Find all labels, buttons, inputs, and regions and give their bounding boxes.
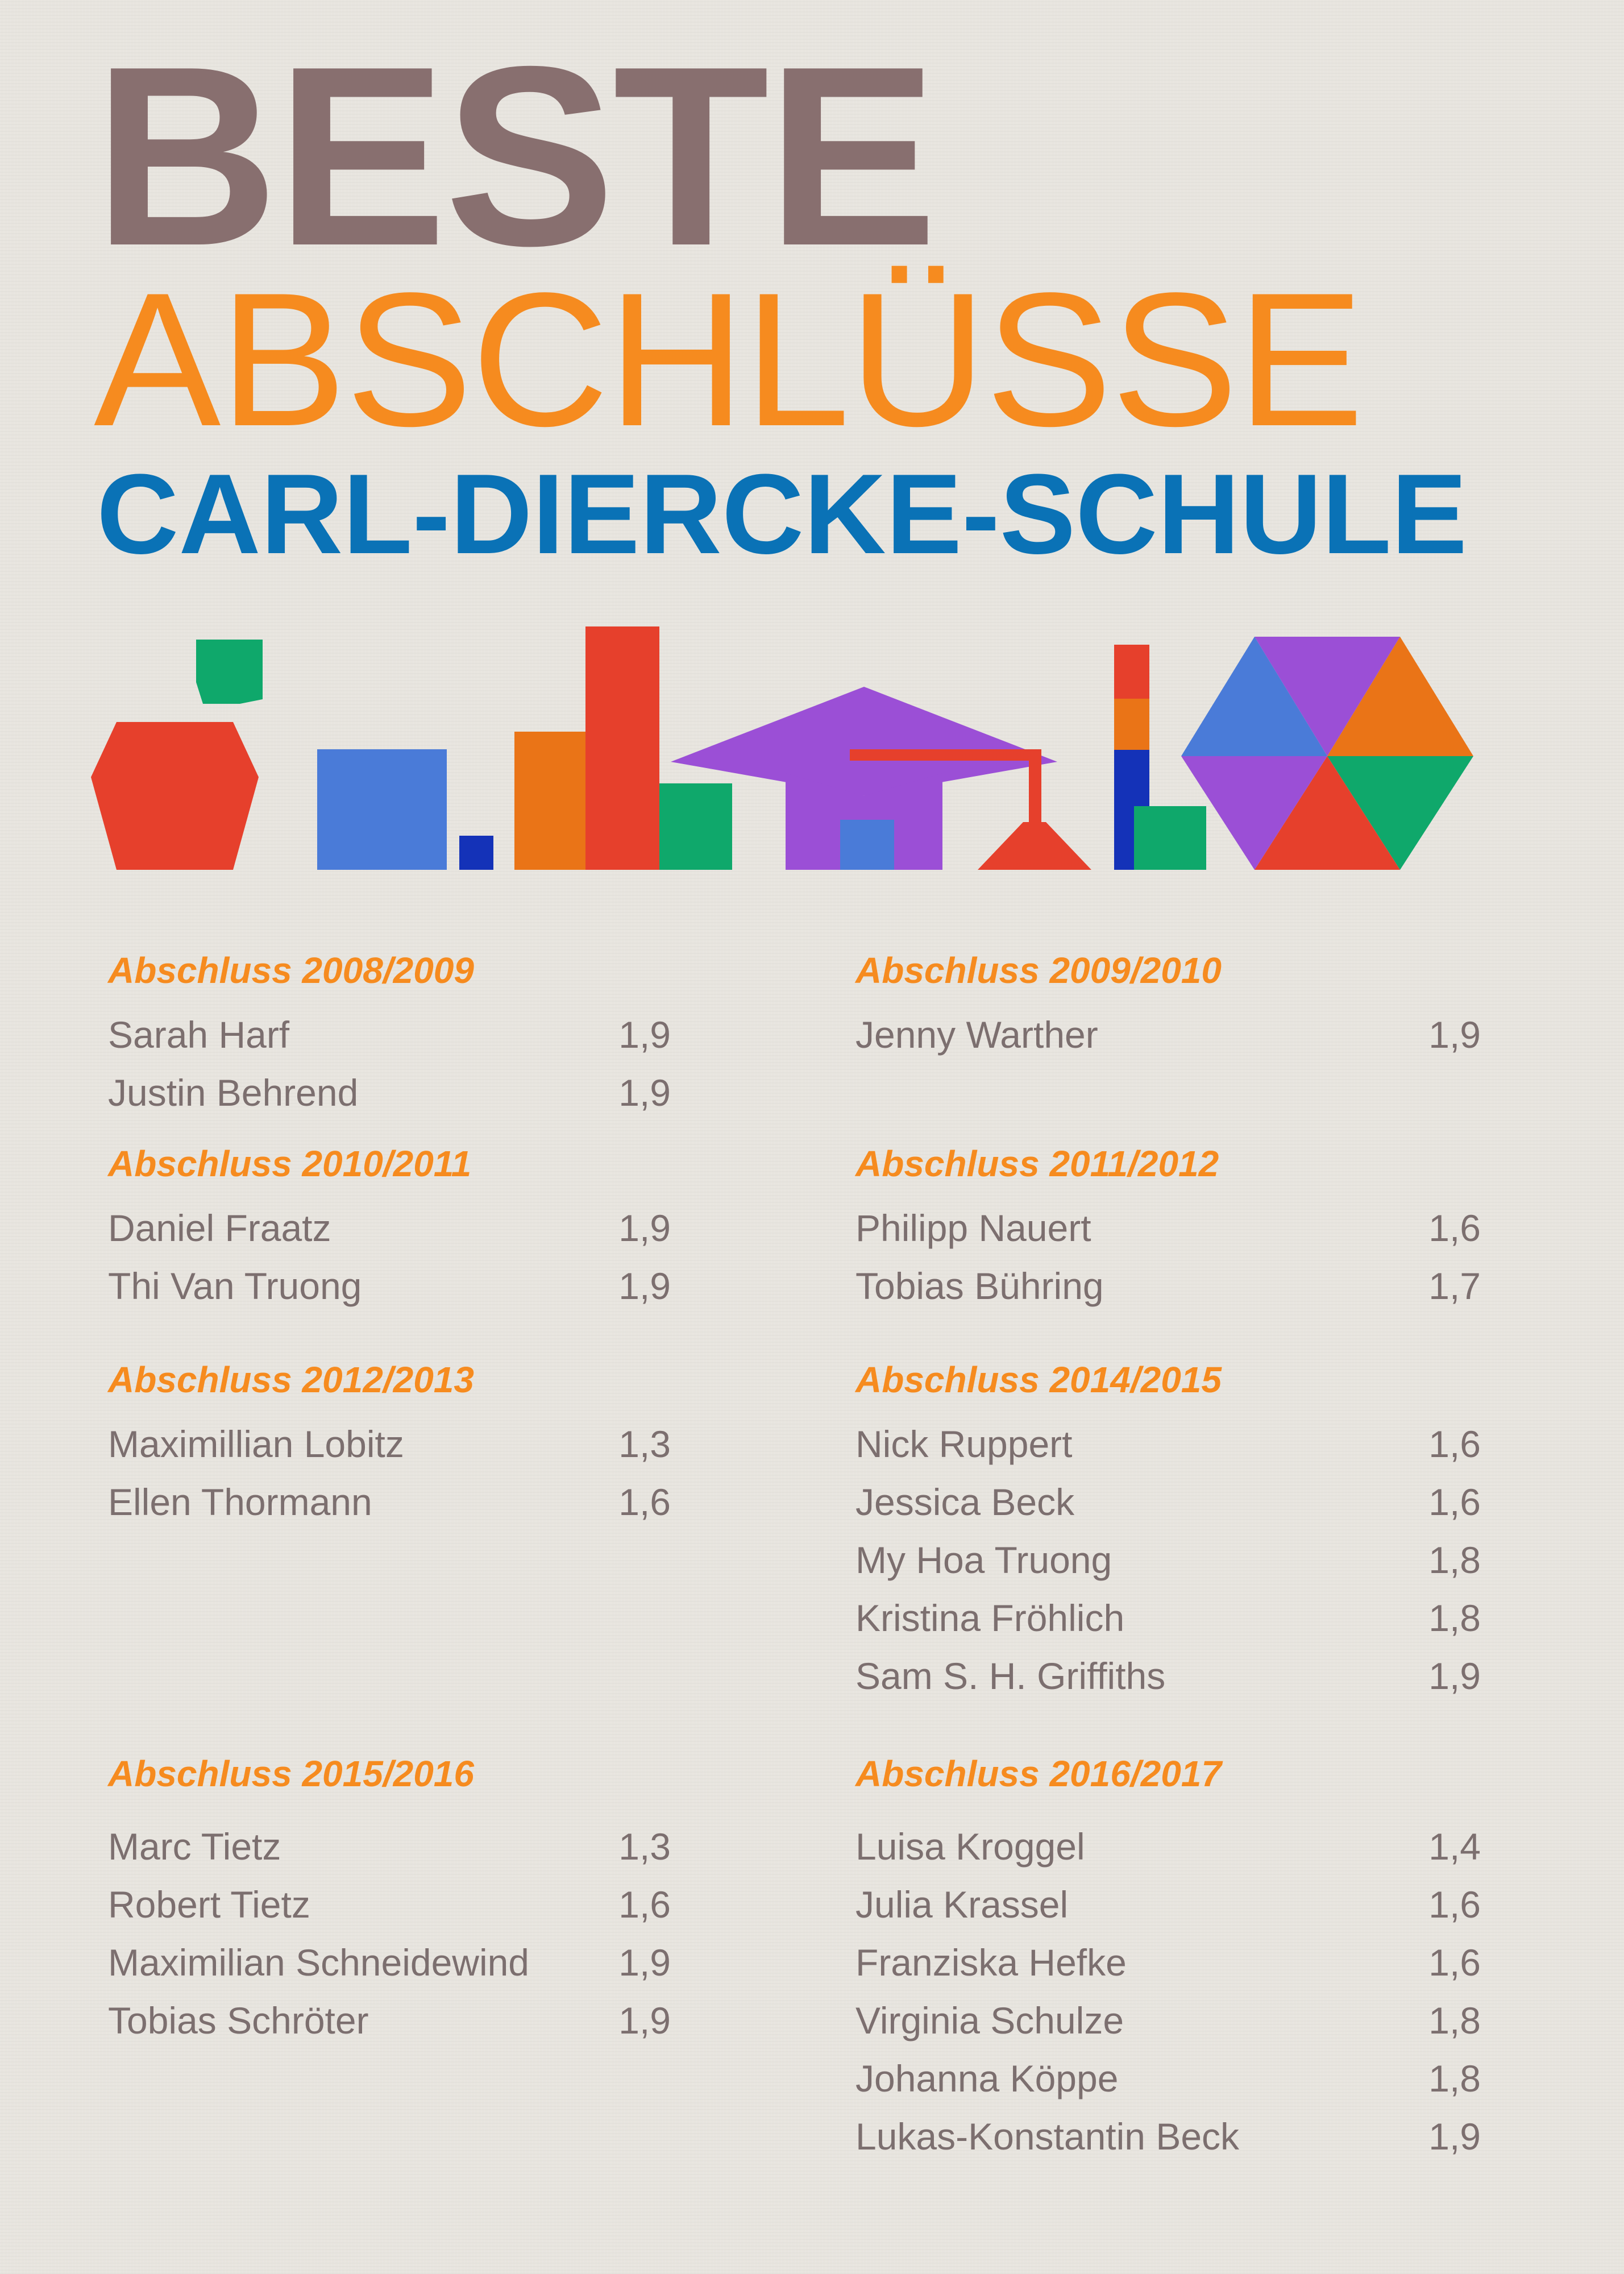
section-2015-2016: Abschluss 2015/2016 Marc Tietz 1,3 Robert… bbox=[108, 1756, 671, 2049]
grade: 1,3 bbox=[618, 1825, 671, 1868]
grade: 1,6 bbox=[1428, 1207, 1481, 1249]
school-illustration bbox=[91, 626, 1473, 870]
title-beste: BESTE bbox=[94, 14, 937, 299]
student-name: Lukas-Konstantin Beck bbox=[855, 2115, 1240, 2157]
student-name: Julia Krassel bbox=[855, 1883, 1069, 1926]
grade: 1,9 bbox=[618, 1265, 671, 1307]
grade: 1,9 bbox=[618, 1014, 671, 1056]
list-item: Philipp Nauert 1,6 bbox=[855, 1199, 1481, 1257]
hexagon-icon bbox=[1181, 637, 1473, 870]
book-stack-icon bbox=[317, 626, 732, 870]
grade: 1,9 bbox=[1428, 1014, 1481, 1056]
list-item: Kristina Fröhlich 1,8 bbox=[855, 1589, 1481, 1647]
grade: 1,9 bbox=[618, 1999, 671, 2041]
section-2010-2011: Abschluss 2010/2011 Daniel Fraatz 1,9 Thi… bbox=[108, 1146, 671, 1315]
student-name: Kristina Fröhlich bbox=[855, 1597, 1125, 1639]
grade: 1,9 bbox=[618, 1941, 671, 1983]
grade: 1,9 bbox=[1428, 2115, 1481, 2157]
student-name: Jenny Warther bbox=[855, 1014, 1098, 1056]
title-abschluesse: ABSCHLÜSSE bbox=[94, 253, 1364, 466]
student-name: Sarah Harf bbox=[108, 1014, 290, 1056]
section-heading: Abschluss 2015/2016 bbox=[108, 1753, 474, 1794]
student-name: Maximillian Lobitz bbox=[108, 1423, 404, 1465]
grade: 1,9 bbox=[618, 1072, 671, 1114]
pencil-icon bbox=[1114, 645, 1206, 870]
grade: 1,6 bbox=[1428, 1883, 1481, 1926]
section-heading: Abschluss 2008/2009 bbox=[108, 950, 474, 991]
list-item: Marc Tietz 1,3 bbox=[108, 1817, 671, 1875]
graduation-cap-icon bbox=[671, 687, 1057, 870]
section-heading: Abschluss 2010/2011 bbox=[108, 1143, 472, 1184]
section-heading: Abschluss 2009/2010 bbox=[855, 950, 1222, 991]
list-item: Franziska Hefke 1,6 bbox=[855, 1933, 1481, 1991]
grade: 1,6 bbox=[1428, 1481, 1481, 1523]
student-name: Thi Van Truong bbox=[108, 1265, 362, 1307]
student-name: Robert Tietz bbox=[108, 1883, 310, 1926]
list-item: Luisa Kroggel 1,4 bbox=[855, 1817, 1481, 1875]
flask-icon bbox=[978, 822, 1091, 870]
list-item: Nick Ruppert 1,6 bbox=[855, 1415, 1481, 1473]
student-name: Virginia Schulze bbox=[855, 1999, 1124, 2041]
section-2016-2017: Abschluss 2016/2017 Luisa Kroggel 1,4 Jul… bbox=[855, 1756, 1481, 2165]
list-item: Daniel Fraatz 1,9 bbox=[108, 1199, 671, 1257]
list-item: Maximillian Lobitz 1,3 bbox=[108, 1415, 671, 1473]
grade: 1,8 bbox=[1428, 1539, 1481, 1581]
student-name: Johanna Köppe bbox=[855, 2057, 1119, 2099]
list-item: Lukas-Konstantin Beck 1,9 bbox=[855, 2107, 1481, 2165]
grade: 1,6 bbox=[1428, 1423, 1481, 1465]
grade: 1,6 bbox=[1428, 1941, 1481, 1983]
grade: 1,7 bbox=[1428, 1265, 1481, 1307]
list-item: Robert Tietz 1,6 bbox=[108, 1875, 671, 1933]
list-item: My Hoa Truong 1,8 bbox=[855, 1531, 1481, 1589]
section-2009-2010: Abschluss 2009/2010 Jenny Warther 1,9 bbox=[855, 952, 1481, 1064]
student-name: Sam S. H. Griffiths bbox=[855, 1655, 1166, 1697]
grade: 1,9 bbox=[1428, 1655, 1481, 1697]
grade: 1,6 bbox=[618, 1883, 671, 1926]
apple-icon bbox=[91, 640, 263, 870]
student-name: Franziska Hefke bbox=[855, 1941, 1127, 1983]
student-name: My Hoa Truong bbox=[855, 1539, 1112, 1581]
list-item: Ellen Thormann 1,6 bbox=[108, 1473, 671, 1531]
list-item: Sam S. H. Griffiths 1,9 bbox=[855, 1647, 1481, 1705]
student-name: Jessica Beck bbox=[855, 1481, 1075, 1523]
list-item: Johanna Köppe 1,8 bbox=[855, 2049, 1481, 2107]
list-item: Sarah Harf 1,9 bbox=[108, 1006, 671, 1064]
grade: 1,6 bbox=[618, 1481, 671, 1523]
grade: 1,9 bbox=[618, 1207, 671, 1249]
list-item: Maximilian Schneidewind 1,9 bbox=[108, 1933, 671, 1991]
grade: 1,3 bbox=[618, 1423, 671, 1465]
title-school-name: CARL-DIERCKE-SCHULE bbox=[97, 451, 1468, 578]
list-item: Thi Van Truong 1,9 bbox=[108, 1257, 671, 1315]
grade: 1,8 bbox=[1428, 2057, 1481, 2099]
grade: 1,4 bbox=[1428, 1825, 1481, 1868]
section-2008-2009: Abschluss 2008/2009 Sarah Harf 1,9 Justin… bbox=[108, 952, 671, 1122]
student-name: Philipp Nauert bbox=[855, 1207, 1091, 1249]
section-2011-2012: Abschluss 2011/2012 Philipp Nauert 1,6 To… bbox=[855, 1146, 1481, 1315]
section-2014-2015: Abschluss 2014/2015 Nick Ruppert 1,6 Jess… bbox=[855, 1362, 1481, 1705]
student-name: Justin Behrend bbox=[108, 1072, 359, 1114]
student-name: Marc Tietz bbox=[108, 1825, 281, 1868]
grade: 1,8 bbox=[1428, 1597, 1481, 1639]
section-heading: Abschluss 2012/2013 bbox=[108, 1359, 474, 1400]
section-2012-2013: Abschluss 2012/2013 Maximillian Lobitz 1,… bbox=[108, 1362, 671, 1531]
list-item: Virginia Schulze 1,8 bbox=[855, 1991, 1481, 2049]
student-name: Daniel Fraatz bbox=[108, 1207, 331, 1249]
student-name: Luisa Kroggel bbox=[855, 1825, 1085, 1868]
list-item: Jessica Beck 1,6 bbox=[855, 1473, 1481, 1531]
section-heading: Abschluss 2016/2017 bbox=[855, 1753, 1222, 1794]
list-item: Julia Krassel 1,6 bbox=[855, 1875, 1481, 1933]
student-name: Ellen Thormann bbox=[108, 1481, 372, 1523]
list-item: Tobias Schröter 1,9 bbox=[108, 1991, 671, 2049]
list-item: Justin Behrend 1,9 bbox=[108, 1064, 671, 1122]
student-name: Tobias Bühring bbox=[855, 1265, 1104, 1307]
list-item: Tobias Bühring 1,7 bbox=[855, 1257, 1481, 1315]
grade: 1,8 bbox=[1428, 1999, 1481, 2041]
student-name: Maximilian Schneidewind bbox=[108, 1941, 530, 1983]
list-item: Jenny Warther 1,9 bbox=[855, 1006, 1481, 1064]
section-heading: Abschluss 2014/2015 bbox=[855, 1359, 1222, 1400]
student-name: Tobias Schröter bbox=[108, 1999, 369, 2041]
section-heading: Abschluss 2011/2012 bbox=[855, 1143, 1219, 1184]
student-name: Nick Ruppert bbox=[855, 1423, 1073, 1465]
